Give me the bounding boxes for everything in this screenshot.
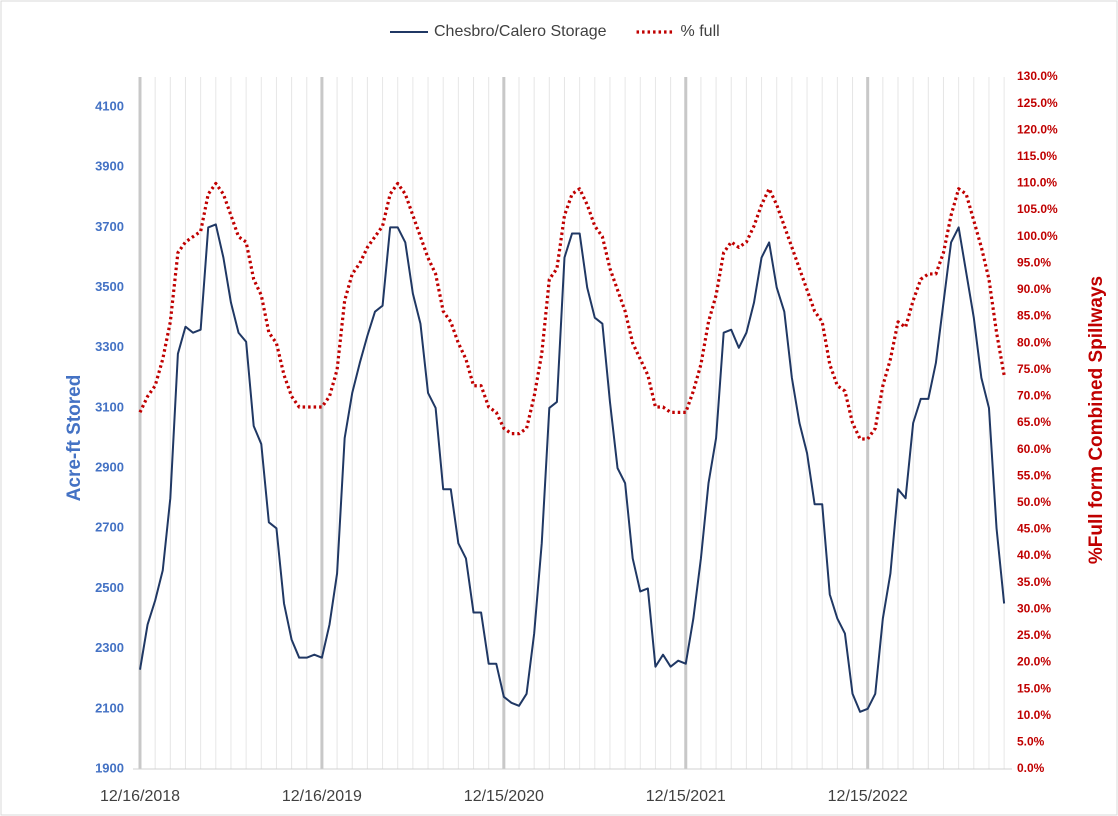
x-tick-label: 12/15/2021 xyxy=(646,788,726,805)
y2-tick-label: 120.0% xyxy=(1017,122,1058,136)
y2-tick-label: 85.0% xyxy=(1017,309,1051,323)
x-tick-label: 12/16/2018 xyxy=(100,788,180,805)
y2-tick-label: 35.0% xyxy=(1017,575,1051,589)
y2-tick-label: 30.0% xyxy=(1017,601,1051,615)
x-tick-label: 12/15/2020 xyxy=(464,788,544,805)
series-line xyxy=(139,223,1006,713)
x-tick-label: 12/15/2022 xyxy=(828,788,908,805)
y2-tick-label: 100.0% xyxy=(1017,229,1058,243)
y2-tick-label: 95.0% xyxy=(1017,255,1051,269)
y2-tick-label: 50.0% xyxy=(1017,495,1051,509)
y2-tick-label: 55.0% xyxy=(1017,468,1051,482)
y-tick-label: 2700 xyxy=(95,520,124,535)
y-tick-label: 2900 xyxy=(95,460,124,475)
grid xyxy=(133,77,1012,770)
y2-tick-label: 110.0% xyxy=(1017,176,1057,190)
y-tick-label: 1900 xyxy=(95,760,124,775)
legend-label: % full xyxy=(681,23,720,40)
y-tick-label: 3900 xyxy=(95,159,124,174)
y-tick-label: 4100 xyxy=(95,99,124,114)
y2-tick-label: 20.0% xyxy=(1017,655,1051,669)
y-tick-label: 2300 xyxy=(95,640,124,655)
y2-tick-label: 130.0% xyxy=(1017,69,1058,83)
y-tick-label: 2500 xyxy=(95,580,124,595)
y-tick-label: 3100 xyxy=(95,399,124,414)
lines xyxy=(138,181,1006,713)
y2-tick-label: 25.0% xyxy=(1017,628,1051,642)
y2-tick-label: 105.0% xyxy=(1017,202,1058,216)
legend-label: Chesbro/Calero Storage xyxy=(434,23,607,40)
y2-tick-label: 75.0% xyxy=(1017,362,1051,376)
y2-tick-label: 125.0% xyxy=(1017,96,1058,110)
y-tick-label: 3500 xyxy=(95,279,124,294)
y-axis-label: Acre-ft Stored xyxy=(64,375,85,502)
y2-tick-label: 5.0% xyxy=(1017,735,1045,749)
y2-tick-label: 60.0% xyxy=(1017,442,1051,456)
y2-tick-label: 0.0% xyxy=(1017,761,1045,775)
y2-tick-label: 45.0% xyxy=(1017,522,1051,536)
y2-tick-label: 115.0% xyxy=(1017,149,1057,163)
y-tick-label: 3700 xyxy=(95,219,124,234)
y-tick-label: 3300 xyxy=(95,339,124,354)
x-tick-label: 12/16/2019 xyxy=(282,788,362,805)
y2-tick-label: 40.0% xyxy=(1017,548,1051,562)
y2-tick-label: 65.0% xyxy=(1017,415,1051,429)
y-tick-label: 2100 xyxy=(95,700,124,715)
y2-axis-label: %Full form Combined Spillways xyxy=(1086,276,1107,564)
y2-tick-label: 70.0% xyxy=(1017,389,1051,403)
y2-tick-label: 80.0% xyxy=(1017,335,1051,349)
y2-tick-label: 90.0% xyxy=(1017,282,1051,296)
y2-tick-label: 10.0% xyxy=(1017,708,1051,722)
y2-tick-label: 15.0% xyxy=(1017,681,1051,695)
